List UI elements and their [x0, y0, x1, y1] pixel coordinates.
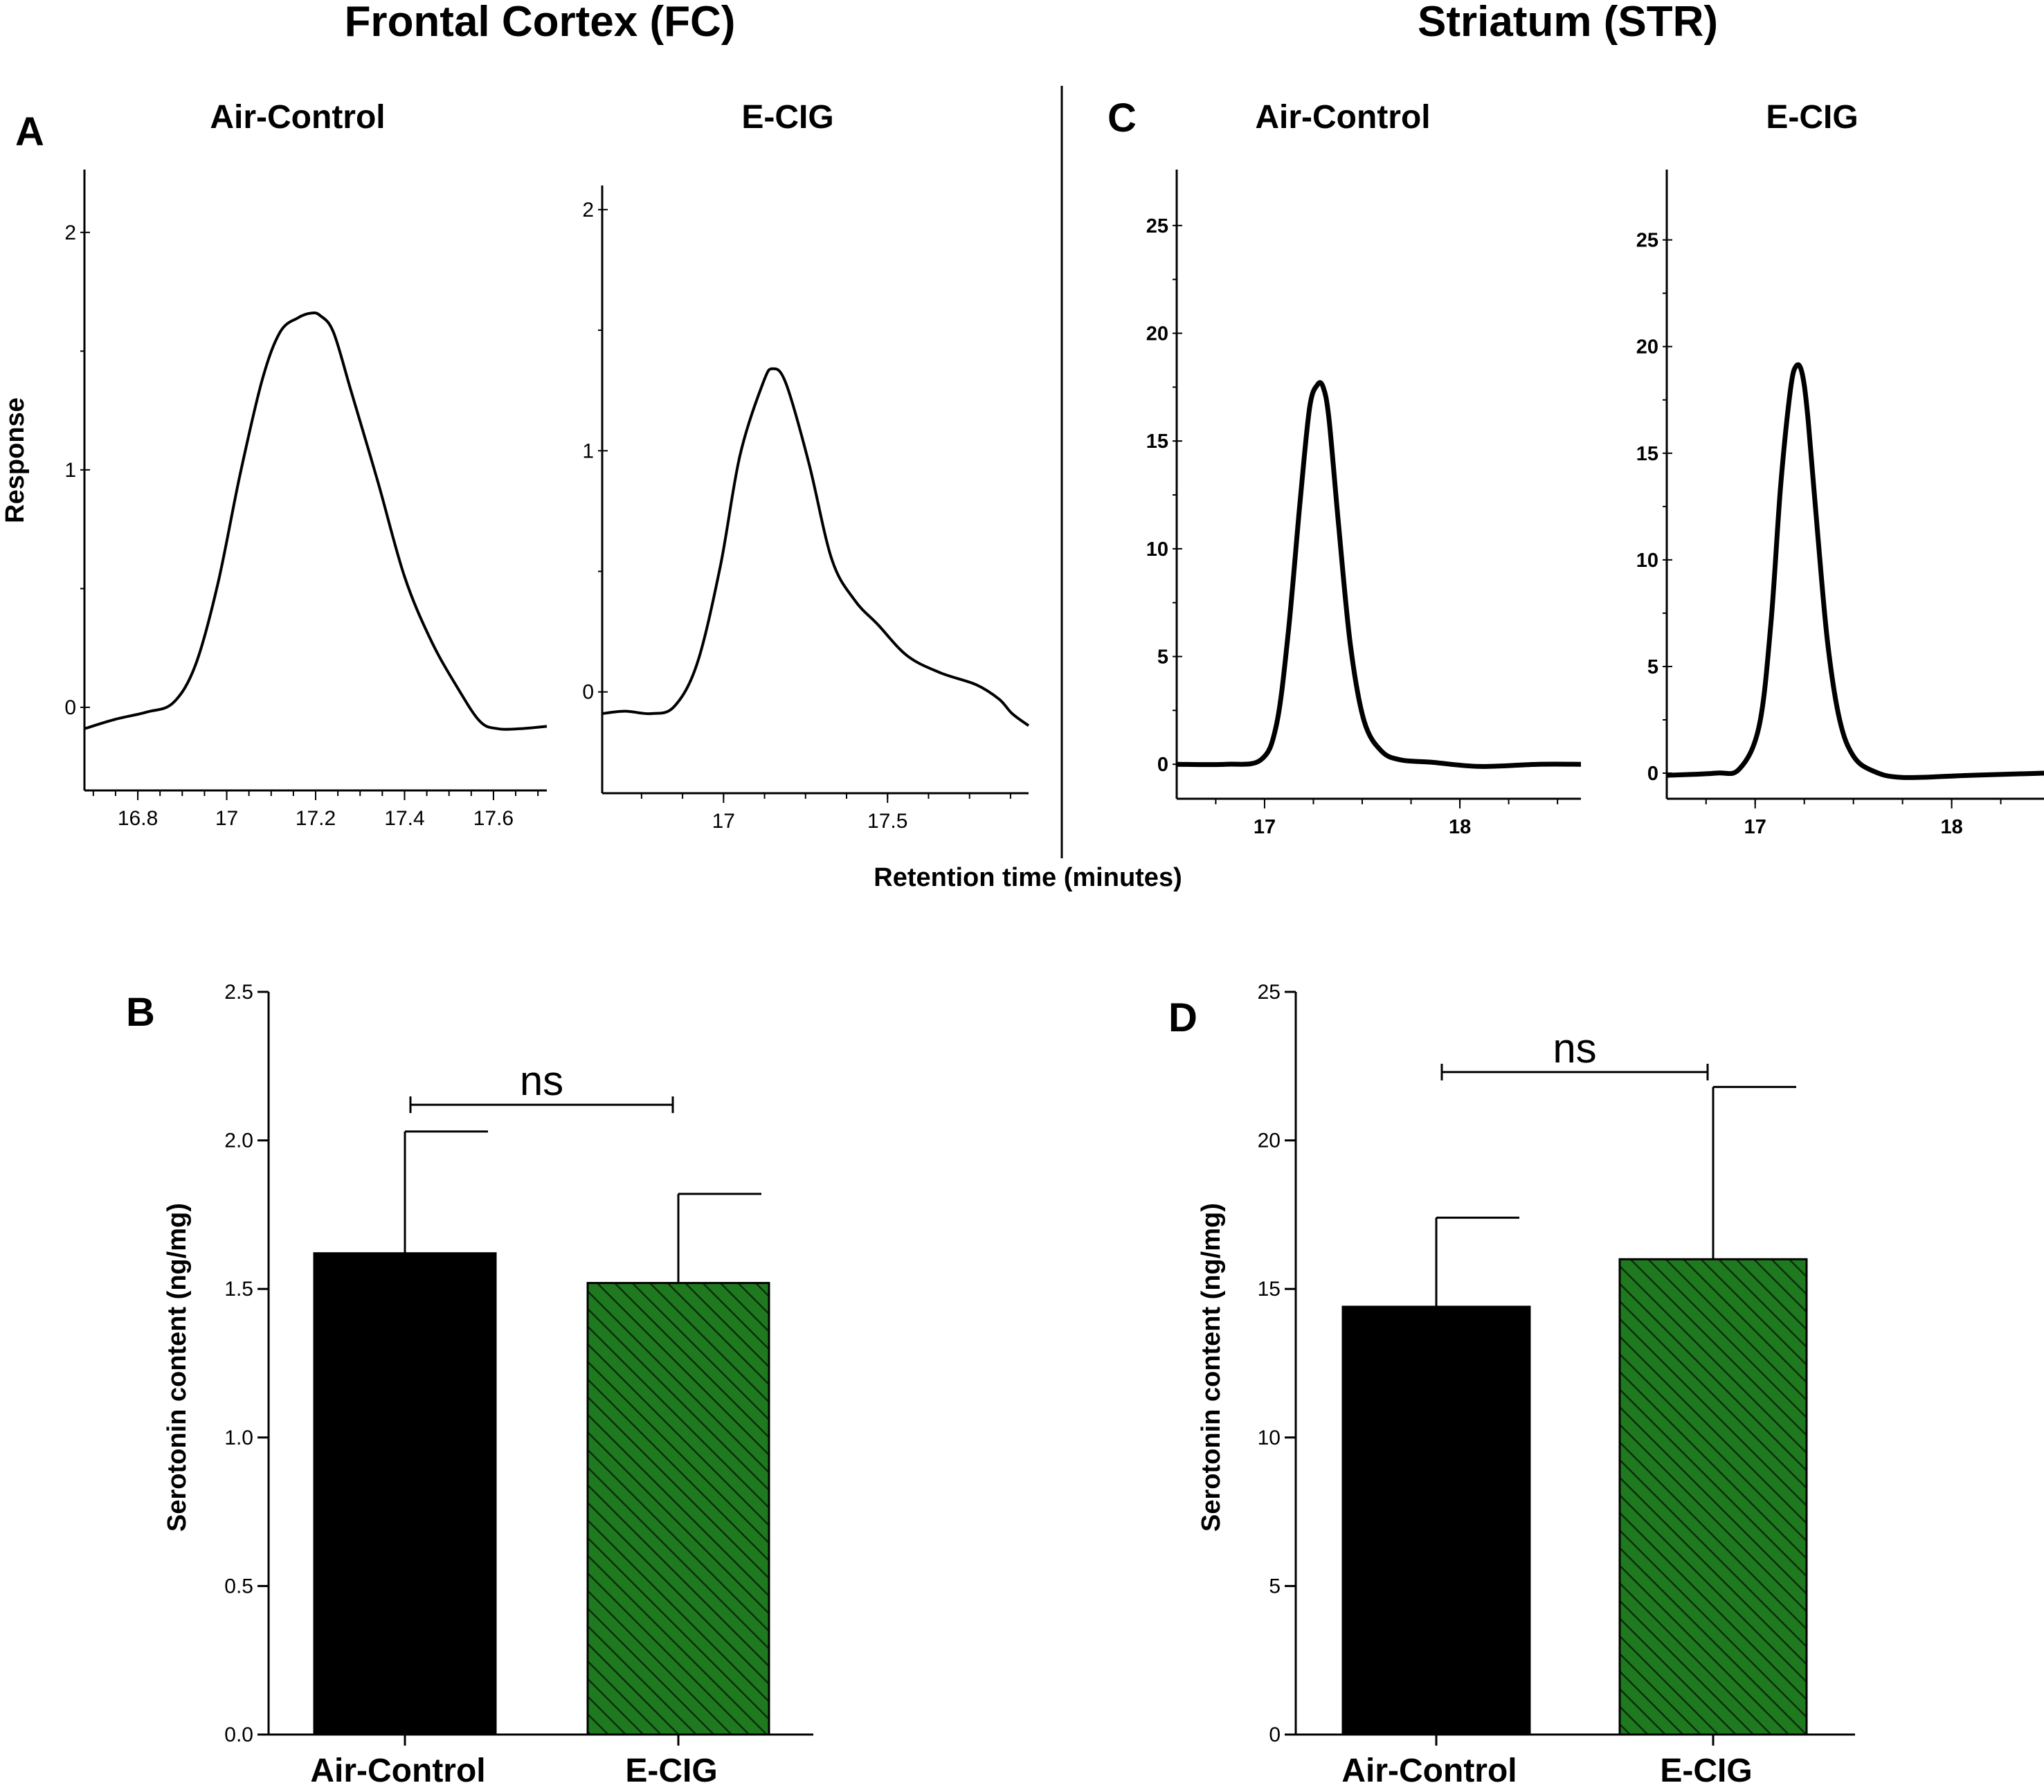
- x-tick-label: 17.2: [296, 807, 336, 830]
- y-tick-label: 1: [582, 440, 594, 462]
- x-tick-label: 17: [215, 807, 238, 830]
- x-tick-label: 17: [1254, 816, 1276, 838]
- y-tick-label: 0: [1269, 1723, 1281, 1746]
- c-air-subtitle: Air-Control: [1255, 99, 1430, 136]
- bar: [1341, 1305, 1531, 1736]
- y-tick-label: 2: [64, 221, 76, 244]
- y-tick-label: 2.0: [224, 1130, 253, 1152]
- panel-letter-b: B: [126, 990, 155, 1035]
- a-air-subtitle: Air-Control: [210, 99, 385, 136]
- significance-label: ns: [520, 1058, 563, 1104]
- serotonin-axis-label: Serotonin content (ng/mg): [163, 1203, 192, 1532]
- y-tick-label: 0: [1157, 754, 1168, 776]
- x-tick-label: 17.6: [473, 807, 514, 830]
- y-tick-label: 15: [1146, 431, 1168, 453]
- a-ecig-subtitle: E-CIG: [741, 99, 833, 136]
- frontal-cortex-title: Frontal Cortex (FC): [345, 0, 736, 46]
- y-tick-label: 15: [1258, 1278, 1281, 1301]
- y-tick-label: 1.5: [224, 1278, 253, 1301]
- y-tick-label: 1: [64, 459, 76, 482]
- striatum-title: Striatum (STR): [1418, 0, 1718, 46]
- x-tick-label: 18: [1449, 816, 1471, 838]
- chromatogram-trace: [602, 367, 1030, 727]
- y-tick-label: 25: [1258, 981, 1281, 1004]
- serotonin-axis-label: Serotonin content (ng/mg): [1197, 1203, 1226, 1532]
- y-tick-label: 10: [1636, 550, 1658, 572]
- category-label: Air-Control: [1341, 1753, 1517, 1789]
- bar-chart-b: 0.0 0.5 1.0 1.5 2.0 2.5 Serotonin content (ng/…: [163, 981, 813, 1789]
- category-label: E-CIG: [625, 1753, 717, 1789]
- y-tick-label: 25: [1146, 215, 1168, 237]
- bar: [1618, 1258, 1808, 1736]
- x-tick-label: 17.4: [384, 807, 424, 830]
- y-tick-label: 0.0: [224, 1723, 253, 1746]
- chromatogram-a-air-control: 0 1 2 16.8 17 17.2 17.4 17.6: [64, 170, 548, 830]
- y-tick-label: 10: [1146, 538, 1168, 561]
- x-tick-label: 16.8: [118, 807, 158, 830]
- chromatogram-trace: [1176, 380, 1582, 769]
- retention-time-axis-label: Retention time (minutes): [874, 863, 1182, 892]
- y-tick-label: 10: [1258, 1427, 1281, 1449]
- y-tick-label: 0.5: [224, 1575, 253, 1598]
- x-tick-label: 17: [1744, 816, 1766, 838]
- chromatogram-c-e-cig: 0 5 10 15 20 25 17 18: [1636, 170, 2044, 838]
- category-label: Air-Control: [310, 1753, 485, 1789]
- bar-chart-d: 0 5 10 15 20 25 Serotonin content (ng/mg) Air-C…: [1197, 981, 1855, 1789]
- chromatogram-trace: [84, 311, 548, 731]
- chromatogram-c-air-control: 0 5 10 15 20 25 17 18: [1146, 170, 1582, 838]
- c-ecig-subtitle: E-CIG: [1766, 99, 1858, 136]
- y-tick-label: 2.5: [224, 981, 253, 1004]
- y-tick-label: 25: [1636, 230, 1658, 252]
- significance-label: ns: [1553, 1025, 1596, 1071]
- chromatogram-a-e-cig: 0 1 2 17 17.5: [582, 185, 1030, 833]
- x-tick-label: 17: [712, 810, 735, 833]
- y-tick-label: 0: [64, 696, 76, 719]
- response-axis-label: Response: [1, 397, 30, 523]
- x-tick-label: 18: [1940, 816, 1962, 838]
- y-tick-label: 20: [1146, 323, 1168, 345]
- panel-letter-a: A: [15, 109, 44, 154]
- y-tick-label: 20: [1258, 1130, 1281, 1152]
- y-tick-label: 20: [1636, 336, 1658, 359]
- chromatogram-trace: [1666, 362, 2044, 780]
- bar: [586, 1282, 770, 1736]
- y-tick-label: 2: [582, 199, 594, 221]
- category-label: E-CIG: [1660, 1753, 1752, 1789]
- bar: [313, 1252, 497, 1736]
- y-tick-label: 5: [1647, 656, 1658, 678]
- y-tick-label: 15: [1636, 443, 1658, 465]
- x-tick-label: 17.5: [867, 810, 907, 833]
- y-tick-label: 5: [1269, 1575, 1281, 1598]
- panel-letter-c: C: [1107, 96, 1137, 141]
- y-tick-label: 0: [582, 681, 594, 704]
- y-tick-label: 0: [1647, 763, 1658, 785]
- y-tick-label: 5: [1157, 646, 1168, 669]
- y-tick-label: 1.0: [224, 1427, 253, 1449]
- panel-letter-d: D: [1168, 995, 1197, 1040]
